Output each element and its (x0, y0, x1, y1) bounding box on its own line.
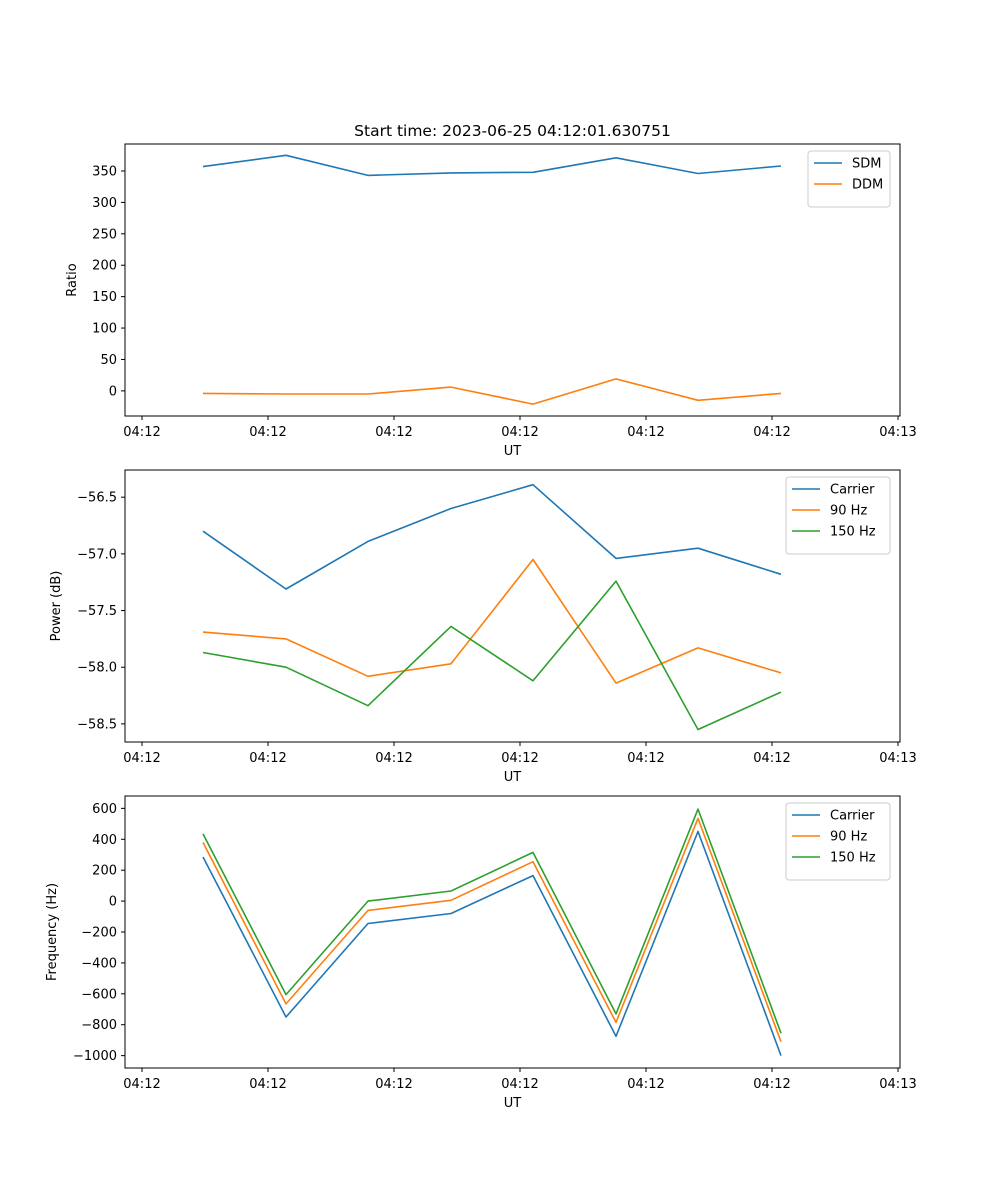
y-tick-label: −200 (81, 926, 117, 941)
y-tick-label: 200 (92, 259, 117, 274)
chart-title: Start time: 2023-06-25 04:12:01.630751 (354, 122, 671, 140)
y-tick-label: −56.5 (77, 491, 117, 506)
legend-label: SDM (852, 157, 881, 172)
y-tick-label: 250 (92, 227, 117, 242)
x-axis-label: UT (504, 444, 522, 459)
x-tick-label: 04:12 (375, 425, 412, 440)
y-axis-label: Ratio (65, 263, 80, 296)
x-axis-label: UT (504, 1096, 522, 1111)
legend-label: 150 Hz (830, 851, 876, 866)
x-tick-label: 04:12 (123, 1077, 160, 1092)
x-tick-label: 04:12 (375, 1077, 412, 1092)
plot-frame-1 (124, 143, 901, 417)
series-line-carrier (202, 830, 782, 1056)
y-tick-label: −57.0 (77, 547, 117, 562)
x-tick-label: 04:12 (501, 751, 538, 766)
x-tick-label: 04:12 (123, 751, 160, 766)
series-line-150-hz (202, 808, 782, 1034)
y-tick-label: −400 (81, 956, 117, 971)
series-line-150-hz (202, 580, 782, 731)
x-tick-label: 04:12 (753, 425, 790, 440)
y-tick-label: 400 (92, 833, 117, 848)
plot-frame-2 (124, 469, 901, 743)
y-tick-label: 300 (92, 196, 117, 211)
legend-label: 150 Hz (830, 525, 876, 540)
y-tick-label: 0 (109, 895, 117, 910)
legend-label: Carrier (830, 809, 875, 824)
x-tick-label: 04:13 (879, 425, 916, 440)
y-tick-label: 600 (92, 802, 117, 817)
legend-label: Carrier (830, 483, 875, 498)
x-tick-label: 04:12 (249, 1077, 286, 1092)
x-tick-label: 04:12 (249, 751, 286, 766)
x-tick-label: 04:12 (375, 751, 412, 766)
y-axis-label: Power (dB) (49, 571, 64, 642)
y-tick-label: 100 (92, 322, 117, 337)
x-tick-label: 04:12 (249, 425, 286, 440)
x-tick-label: 04:12 (501, 425, 538, 440)
series-line-carrier (202, 483, 782, 590)
legend-label: DDM (852, 178, 883, 193)
y-tick-label: −58.0 (77, 661, 117, 676)
x-tick-label: 04:12 (123, 425, 160, 440)
x-tick-label: 04:12 (501, 1077, 538, 1092)
y-tick-label: 150 (92, 290, 117, 305)
series-line-sdm (202, 154, 782, 177)
legend-label: 90 Hz (830, 830, 867, 845)
legend (807, 150, 891, 208)
y-axis-label: Frequency (Hz) (45, 883, 60, 981)
x-tick-label: 04:12 (627, 1077, 664, 1092)
y-tick-label: −58.5 (77, 717, 117, 732)
x-tick-label: 04:13 (879, 1077, 916, 1092)
x-axis-label: UT (504, 770, 522, 785)
series-line-90-hz (202, 817, 782, 1042)
y-tick-label: 50 (100, 353, 117, 368)
y-tick-label: 200 (92, 864, 117, 879)
x-tick-label: 04:12 (753, 751, 790, 766)
legend (785, 476, 891, 555)
series-line-90-hz (202, 558, 782, 684)
y-tick-label: 0 (109, 384, 117, 399)
legend (785, 802, 891, 881)
y-tick-label: 350 (92, 165, 117, 180)
x-tick-label: 04:12 (627, 751, 664, 766)
y-tick-label: −1000 (73, 1049, 117, 1064)
legend-label: 90 Hz (830, 504, 867, 519)
y-tick-label: −800 (81, 1018, 117, 1033)
y-tick-label: −600 (81, 987, 117, 1002)
y-tick-label: −57.5 (77, 604, 117, 619)
x-tick-label: 04:12 (627, 425, 664, 440)
x-tick-label: 04:12 (753, 1077, 790, 1092)
x-tick-label: 04:13 (879, 751, 916, 766)
series-line-ddm (202, 378, 782, 405)
